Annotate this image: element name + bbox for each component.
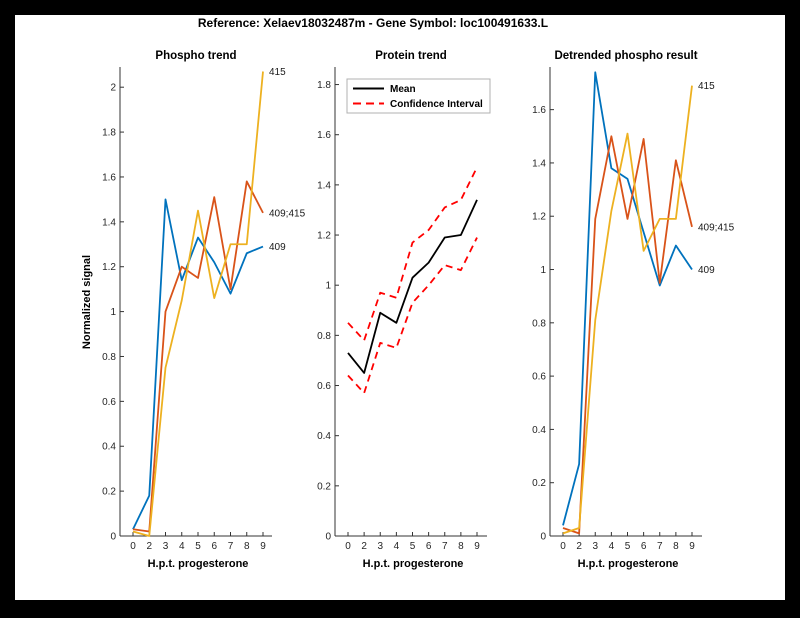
panel2-xlabel: H.p.t. progesterone: [363, 558, 464, 570]
panel1-xlabel: H.p.t. progesterone: [148, 558, 249, 570]
x-tick-label: 0: [345, 541, 351, 552]
y-tick-label: 0.4: [317, 431, 331, 442]
x-tick-label: 4: [179, 541, 185, 552]
y-tick-label: 1.6: [532, 105, 546, 116]
x-tick-label: 2: [361, 541, 367, 552]
y-tick-label: 0.8: [317, 331, 331, 342]
y-tick-label: 1.2: [317, 231, 331, 242]
y-tick-label: 1.4: [317, 180, 331, 191]
y-tick-label: 0: [110, 532, 116, 543]
legend-box: [346, 78, 491, 114]
x-tick-label: 0: [130, 541, 136, 552]
series-line-confidence-interval-upper-: [347, 166, 478, 342]
x-tick-label: 8: [673, 541, 679, 552]
x-tick-label: 3: [592, 541, 598, 552]
series-line-mean: [347, 199, 478, 374]
y-tick-label: 1.4: [532, 158, 546, 169]
y-tick-label: 0.2: [102, 487, 116, 498]
y-tick-label: 0.2: [532, 478, 546, 489]
y-tick-label: 0.6: [317, 381, 331, 392]
y-tick-label: 1: [540, 265, 546, 276]
y-tick-label: 1: [110, 307, 116, 318]
line-end-label-409-415: 409;415: [698, 222, 735, 233]
y-tick-label: 0.4: [532, 425, 546, 436]
x-tick-label: 7: [228, 541, 234, 552]
line-end-label-409: 409: [269, 242, 286, 253]
panel3-xlabel: H.p.t. progesterone: [578, 558, 679, 570]
series-line-415: [562, 85, 693, 535]
series-line-415: [132, 71, 264, 537]
series-line-confidence-interval-lower-: [347, 237, 478, 394]
panel2-title: Protein trend: [375, 50, 447, 62]
series-line-409-415: [132, 180, 264, 533]
x-tick-label: 0: [560, 541, 566, 552]
x-tick-label: 4: [394, 541, 400, 552]
y-tick-label: 0.8: [532, 318, 546, 329]
y-tick-label: 0.8: [102, 352, 116, 363]
x-tick-label: 5: [410, 541, 416, 552]
y-tick-label: 2: [110, 83, 116, 94]
x-tick-label: 2: [576, 541, 582, 552]
x-tick-label: 3: [163, 541, 169, 552]
y-tick-label: 0: [540, 532, 546, 543]
x-tick-label: 7: [657, 541, 663, 552]
y-tick-label: 0.6: [102, 397, 116, 408]
y-tick-label: 0: [325, 532, 331, 543]
series-line-409-415: [562, 135, 693, 535]
y-tick-label: 1: [325, 281, 331, 292]
y-tick-label: 0.4: [102, 442, 116, 453]
x-tick-label: 5: [195, 541, 201, 552]
x-tick-label: 6: [641, 541, 647, 552]
x-tick-label: 3: [377, 541, 383, 552]
y-tick-label: 1.4: [102, 217, 116, 228]
line-end-label-415: 415: [698, 81, 715, 92]
x-tick-label: 2: [146, 541, 152, 552]
y-axis-label: Normalized signal: [81, 255, 93, 349]
y-tick-label: 1.8: [102, 128, 116, 139]
panel3-title: Detrended phospho result: [554, 50, 697, 62]
series-line-409: [562, 71, 693, 526]
y-tick-label: 1.8: [317, 80, 331, 91]
legend-label-confidence-interval: Confidence Interval: [390, 99, 483, 110]
x-tick-label: 5: [625, 541, 631, 552]
chart-layer: 00.20.40.60.811.21.41.61.820 2 3 4 5 6 7 8 900.2…: [102, 67, 702, 552]
y-tick-label: 1.6: [317, 130, 331, 141]
line-end-label-415: 415: [269, 67, 286, 78]
line-end-label-409-415: 409;415: [269, 208, 306, 219]
x-tick-label: 4: [609, 541, 615, 552]
x-tick-label: 6: [426, 541, 432, 552]
x-tick-label: 8: [244, 541, 250, 552]
y-tick-label: 0.6: [532, 372, 546, 383]
y-tick-label: 1.6: [102, 172, 116, 183]
x-tick-label: 9: [260, 541, 266, 552]
panel1-title: Phospho trend: [155, 50, 236, 62]
y-tick-label: 1.2: [532, 212, 546, 223]
figure-title: Reference: Xelaev18032487m - Gene Symbol…: [198, 16, 548, 30]
x-tick-label: 9: [474, 541, 480, 552]
x-tick-label: 7: [442, 541, 448, 552]
line-end-label-409: 409: [698, 265, 715, 276]
y-tick-label: 0.2: [317, 481, 331, 492]
y-tick-label: 1.2: [102, 262, 116, 273]
series-line-409: [132, 198, 264, 530]
x-tick-label: 9: [689, 541, 695, 552]
x-tick-label: 6: [211, 541, 217, 552]
x-tick-label: 8: [458, 541, 464, 552]
legend-label-mean: Mean: [390, 84, 416, 95]
